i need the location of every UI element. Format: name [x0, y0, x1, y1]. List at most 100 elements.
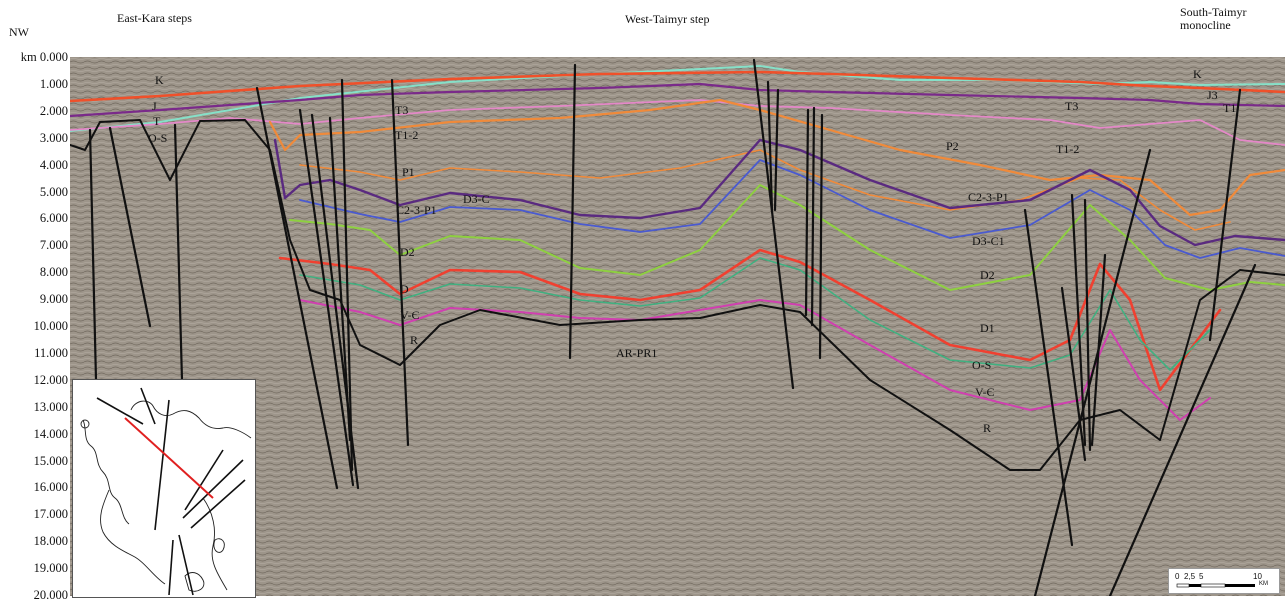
- fault-11: [752, 58, 795, 390]
- unit-label-os-left: O-S: [148, 131, 168, 145]
- depth-tick-label: 19.000: [0, 561, 68, 576]
- fault-22: [1033, 148, 1152, 596]
- scale-seg-4: [1225, 584, 1255, 587]
- depth-tick-label: 11.000: [0, 346, 68, 361]
- scale-label-10: 10: [1253, 572, 1262, 581]
- unit-label-p2: P2: [946, 139, 959, 153]
- fault-15: [810, 106, 816, 327]
- depth-value: 7.000: [39, 238, 68, 253]
- unit-label-j-right: J3: [1207, 88, 1218, 102]
- depth-value: 17.000: [33, 507, 68, 522]
- unit-label-t3: T3: [395, 103, 409, 117]
- depth-value: 15.000: [33, 453, 68, 468]
- orientation-label: NW: [9, 25, 29, 39]
- unit-label-k-left: K: [155, 73, 164, 87]
- unit-label-t12-right: T1-2: [1056, 142, 1080, 156]
- depth-tick-label: 6.000: [0, 211, 68, 226]
- unit-label-t-left: T: [153, 114, 161, 128]
- scale-seg-2: [1189, 584, 1201, 587]
- fault-24: [1208, 88, 1242, 342]
- unit-label-os-right: O-S: [972, 358, 992, 372]
- unit-label-c23p1: C2-3-P1: [396, 203, 437, 217]
- depth-unit: km: [20, 50, 40, 64]
- coastline-east: [202, 497, 228, 591]
- depth-value: 9.000: [39, 292, 68, 307]
- depth-tick-label: 2.000: [0, 104, 68, 119]
- depth-value: 0.000: [39, 50, 68, 64]
- scale-label-unit: KM: [1259, 581, 1268, 587]
- region-label-south-taimyr-line1: South-Taimyr: [1180, 5, 1247, 19]
- depth-tick-label: 8.000: [0, 265, 68, 280]
- depth-value: 14.000: [33, 426, 68, 441]
- unit-label-ve: V-Є: [400, 308, 420, 322]
- scale-label-2-5: 2,5: [1184, 572, 1196, 581]
- region-label-west-taimyr: West-Taimyr step: [625, 12, 710, 26]
- fault-1: [88, 128, 98, 382]
- horizon-d2: [289, 184, 1285, 291]
- depth-tick-label: 9.000: [0, 292, 68, 307]
- depth-tick-label: 16.000: [0, 480, 68, 495]
- depth-tick-label: 13.000: [0, 400, 68, 415]
- depth-tick-label: 12.000: [0, 373, 68, 388]
- depth-tick-label: 1.000: [0, 77, 68, 92]
- island-dot: [80, 419, 90, 429]
- depth-tick-label: km 0.000: [0, 50, 68, 65]
- scale-label-5: 5: [1199, 572, 1204, 581]
- depth-value: 3.000: [39, 130, 68, 145]
- region-label-east-kara: East-Kara steps: [117, 11, 192, 25]
- unit-label-k-right: K: [1193, 67, 1202, 81]
- scale-bar: 0 2,5 5 10 KM: [1168, 568, 1280, 594]
- horizon-p: [268, 98, 1285, 217]
- horizon-d3: [299, 159, 1285, 259]
- unit-label-d3c1: D3-C1: [972, 234, 1005, 248]
- depth-tick-label: 18.000: [0, 534, 68, 549]
- fault-7: [328, 116, 352, 442]
- highlighted-profile: [124, 417, 214, 499]
- unit-label-t3-right: T3: [1065, 99, 1079, 113]
- region-label-south-taimyr-line2: monocline: [1180, 18, 1231, 32]
- unit-label-t12: T1-2: [395, 128, 419, 142]
- fault-19: [1070, 193, 1087, 447]
- profile-line-6: [190, 479, 246, 529]
- profile-line-1: [96, 397, 144, 425]
- unit-label-d2: D2: [400, 245, 415, 259]
- scale-label-0: 0: [1175, 572, 1180, 581]
- depth-value: 16.000: [33, 480, 68, 495]
- depth-tick-label: 5.000: [0, 185, 68, 200]
- depth-value: 11.000: [34, 345, 68, 360]
- location-map: [80, 387, 252, 596]
- depth-value: 13.000: [33, 399, 68, 414]
- horizon-os: [299, 257, 1211, 371]
- profile-line-2: [140, 387, 156, 425]
- horizon-d: [278, 248, 1222, 392]
- depth-value: 1.000: [39, 76, 68, 91]
- depth-value: 4.000: [39, 157, 68, 172]
- faults: [88, 58, 1257, 596]
- depth-value: 8.000: [39, 265, 68, 280]
- location-map-inset: [72, 379, 256, 598]
- fault-2: [108, 126, 152, 328]
- unit-label-t-right: T1: [1223, 101, 1237, 115]
- profile-line-7: [178, 534, 194, 596]
- unit-label-d2-right: D2: [980, 268, 995, 282]
- fault-4: [255, 86, 339, 490]
- fault-9: [390, 78, 410, 447]
- depth-tick-label: 10.000: [0, 319, 68, 334]
- unit-label-c23p1-right: C2-3-P1: [968, 190, 1009, 204]
- depth-tick-label: 4.000: [0, 158, 68, 173]
- unit-label-ve-right: V-Є: [975, 385, 995, 399]
- seismic-background: [70, 57, 1285, 596]
- depth-value: 5.000: [39, 184, 68, 199]
- unit-label-d3c: D3-C: [463, 192, 490, 206]
- fault-13: [773, 88, 780, 212]
- depth-value: 18.000: [33, 534, 68, 549]
- unit-label-r-right: R: [983, 421, 992, 435]
- depth-tick-label: 7.000: [0, 238, 68, 253]
- horizon-k-base: [70, 70, 1285, 103]
- depth-value: 6.000: [39, 211, 68, 226]
- unit-label-p1: P1: [402, 165, 415, 179]
- fault-18: [1060, 286, 1087, 462]
- scale-bar-graphic: [1176, 583, 1255, 588]
- islands: [184, 538, 225, 592]
